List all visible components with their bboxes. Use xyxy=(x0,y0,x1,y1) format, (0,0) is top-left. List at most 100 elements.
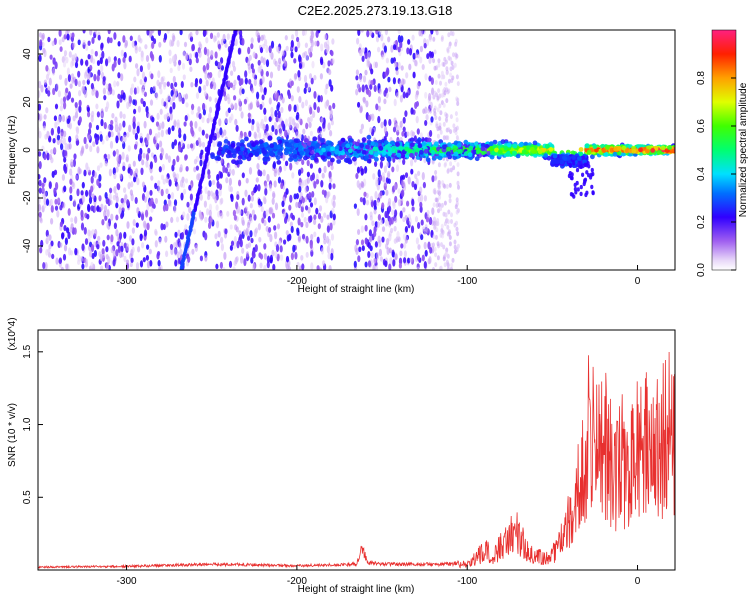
spectrogram-cell xyxy=(397,46,401,53)
spectrogram-cell xyxy=(209,190,214,197)
spectrogram-cell xyxy=(434,170,438,175)
spectrogram-cell xyxy=(455,74,459,80)
spectrogram-cell xyxy=(74,53,78,61)
spectrogram-cell xyxy=(111,89,115,96)
spectrogram-cell xyxy=(229,224,233,230)
spectrogram-cell xyxy=(237,155,243,160)
spectrogram-cell xyxy=(156,112,160,121)
spectrogram-cell xyxy=(280,254,284,261)
spectrogram-cell xyxy=(205,133,209,139)
spectrogram-cell xyxy=(48,243,52,250)
spectrogram-cell xyxy=(385,219,389,227)
spectrogram-cell xyxy=(199,255,203,262)
spectrogram-cell xyxy=(283,211,287,218)
spectrogram-cell xyxy=(220,197,224,205)
spectrogram-cell xyxy=(135,168,139,175)
spectrogram-cell xyxy=(377,169,381,178)
spectrogram-cell xyxy=(265,209,269,217)
spectrogram-cell xyxy=(281,50,285,57)
spectrogram-cell xyxy=(365,144,370,150)
spectrogram-cell xyxy=(309,35,313,41)
spectrogram-cell xyxy=(449,161,453,167)
spectrogram-cell xyxy=(296,123,300,129)
spectrogram-cell xyxy=(39,217,43,224)
spectrogram-cell xyxy=(38,173,41,180)
spectrogram-cell xyxy=(39,39,43,47)
spectrogram-cell xyxy=(430,77,434,85)
spectrogram-cell xyxy=(257,184,261,192)
spectrogram-cell xyxy=(62,253,67,261)
spectrogram-cell xyxy=(364,224,368,232)
spectrogram-cell xyxy=(254,151,260,157)
spectrogram-cell xyxy=(324,101,328,109)
spectrogram-cell xyxy=(362,97,367,104)
spectrogram-cell xyxy=(125,154,129,162)
spectrogram-cell xyxy=(451,257,455,263)
spectrogram-cell xyxy=(278,57,282,65)
spectrogram-cell xyxy=(417,221,421,230)
spectrogram-cell xyxy=(69,194,73,202)
spectrogram-cell xyxy=(58,30,62,37)
spectrogram-cell xyxy=(230,142,236,148)
spectrogram-cell xyxy=(362,197,366,206)
spectrogram-cell xyxy=(51,253,55,260)
spectrogram-cell xyxy=(323,238,327,245)
spectrogram-cell xyxy=(103,153,107,160)
spectrogram-cell xyxy=(195,165,199,171)
spectrogram-cell xyxy=(123,187,127,194)
spectrogram-cell xyxy=(423,241,427,250)
spectrogram-cell xyxy=(209,215,213,224)
spectrogram-cell xyxy=(273,121,277,130)
spectrogram-cell xyxy=(260,56,264,64)
spectrogram-cell xyxy=(231,168,235,176)
spectrogram-cell xyxy=(195,92,200,99)
spectrogram-cell xyxy=(176,155,180,163)
spectrogram-cell xyxy=(233,95,237,101)
spectrogram-cell xyxy=(446,135,450,141)
spectrogram-cell xyxy=(272,190,276,198)
spectrogram-cell xyxy=(78,116,82,124)
spectrogram-cell xyxy=(364,47,368,55)
spectrogram-cell xyxy=(361,55,365,62)
spectrogram-cell xyxy=(401,78,405,86)
spectrogram-cell xyxy=(453,239,457,245)
spectrogram-cell xyxy=(423,195,427,202)
spectrogram-cell xyxy=(443,183,447,189)
spectrogram-cell xyxy=(179,179,184,188)
spectrogram-cell xyxy=(253,78,257,87)
spectrogram-cell xyxy=(369,30,373,37)
spectrogram-cell xyxy=(449,167,453,173)
spectrogram-cell xyxy=(298,133,302,140)
spectrogram-cell xyxy=(391,166,395,173)
spectrogram-cell xyxy=(38,187,42,194)
spectrogram-cell xyxy=(437,73,441,79)
spectrogram-cell xyxy=(204,216,208,223)
spectrogram-cell xyxy=(369,215,373,221)
spectrogram-cell xyxy=(210,117,214,123)
spectrogram-cell xyxy=(404,110,408,117)
spectrogram-cell xyxy=(104,191,108,199)
spectrogram-cell xyxy=(360,168,364,176)
spectrogram-cell xyxy=(78,105,82,113)
spectrogram-cell xyxy=(449,72,453,78)
spectrogram-cell xyxy=(387,36,391,43)
spectrogram-cell xyxy=(355,172,359,180)
spectrogram-cell xyxy=(439,110,443,116)
spectrogram-cell xyxy=(53,115,58,122)
spectrogram-cell xyxy=(395,92,400,99)
spectrogram-cell xyxy=(57,126,61,135)
spectrogram-cell xyxy=(290,95,294,102)
spectrogram-cell xyxy=(383,165,387,174)
spectrogram-cell xyxy=(130,193,134,202)
spectrogram-cell xyxy=(101,50,105,59)
spectrogram-cell xyxy=(204,254,208,262)
spectrogram-cell xyxy=(244,189,248,198)
spectrogram-cell xyxy=(480,142,486,148)
spectrogram-cell xyxy=(230,102,234,110)
spectrogram-cell xyxy=(236,142,241,147)
spectrogram-cell xyxy=(297,234,301,242)
spectrogram-cell xyxy=(429,101,433,110)
spectrogram-cell xyxy=(177,144,182,153)
spectrogram-cell xyxy=(318,205,323,212)
